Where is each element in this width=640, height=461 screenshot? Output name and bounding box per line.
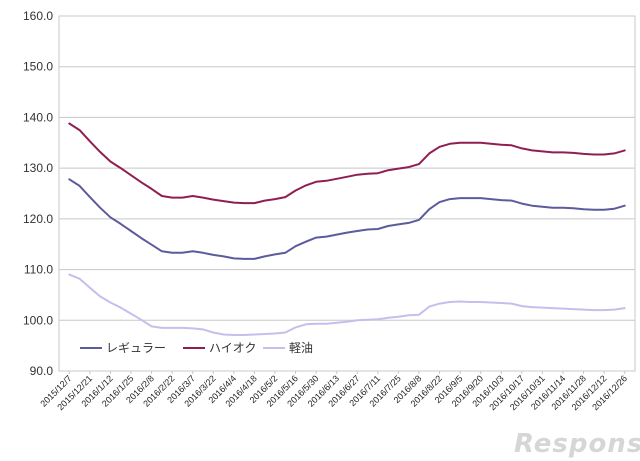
y-tick-label: 100.0: [23, 313, 53, 327]
y-axis: 90.0 100.0 110.0 120.0 130.0 140.0 150.0 160.0: [23, 9, 53, 378]
legend-label: ハイオク: [209, 341, 257, 355]
gridlines: [59, 15, 635, 372]
series-line-1: [68, 122, 626, 205]
y-tick-label: 150.0: [23, 60, 53, 74]
series-line-2: [68, 273, 626, 336]
x-axis: 2015/12/72015/12/212016/1/122016/1/25201…: [38, 371, 629, 412]
legend-label: レギュラー: [106, 341, 166, 355]
watermark-logo: Response.: [514, 429, 640, 459]
y-tick-label: 140.0: [23, 110, 53, 124]
y-tick-label: 160.0: [23, 9, 53, 23]
y-tick-label: 110.0: [24, 263, 53, 277]
y-tick-label: 120.0: [23, 212, 53, 226]
plot-frame: [58, 15, 636, 372]
legend: レギュラー ハイオク 軽油: [80, 341, 313, 355]
series-line-0: [68, 178, 626, 260]
y-tick-label: 130.0: [23, 161, 53, 175]
series-lines: [68, 122, 626, 336]
y-tick-label: 90.0: [30, 364, 54, 378]
legend-label: 軽油: [289, 341, 313, 355]
